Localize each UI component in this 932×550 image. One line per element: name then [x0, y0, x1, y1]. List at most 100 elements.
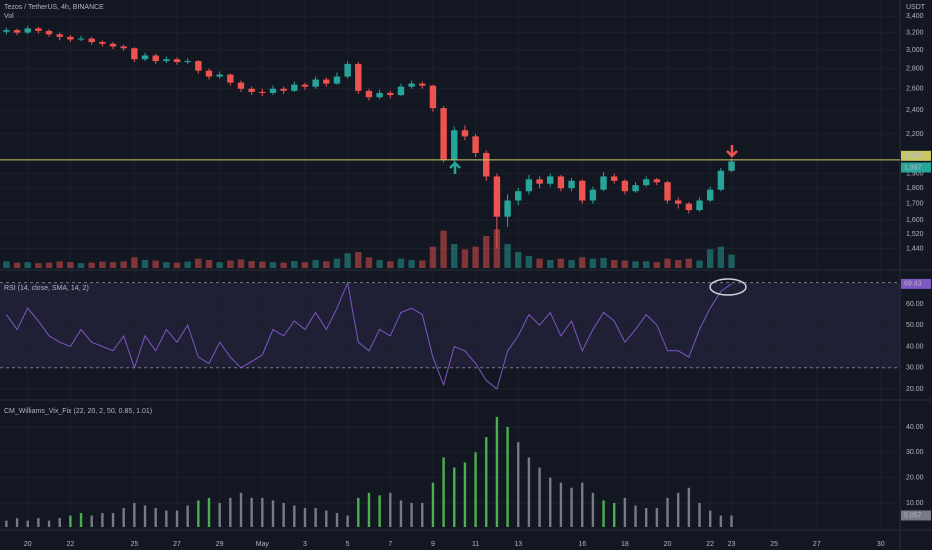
vix-bar: [399, 500, 403, 527]
candle-body: [333, 76, 341, 84]
volume-bar: [483, 236, 490, 268]
vix-bar: [197, 500, 200, 527]
volume-bar: [173, 262, 181, 268]
x-tick-label: 22: [706, 541, 714, 548]
vix-bar: [421, 502, 424, 527]
y-tick-label: 3,400: [906, 13, 924, 20]
x-tick-label: 25: [770, 541, 778, 548]
candle-body: [173, 59, 181, 63]
volume-bar: [67, 262, 74, 268]
volume-bar: [99, 261, 106, 268]
candle-body: [557, 176, 565, 189]
symbol-title: Tezos / TetherUS, 4h, BINANCE: [4, 4, 104, 11]
vix-bar: [708, 510, 712, 527]
x-tick-label: 27: [173, 541, 181, 548]
y-tick-label: 50.00: [906, 322, 924, 329]
x-tick-label: 7: [388, 541, 392, 548]
candle-body: [483, 153, 490, 177]
price-label: 5.057: [904, 512, 922, 519]
vix-bar: [485, 437, 488, 527]
volume-bar: [259, 261, 266, 268]
x-tick-label: 25: [130, 541, 138, 548]
y-tick-label: 1,900: [906, 170, 924, 177]
candle-body: [408, 83, 415, 87]
vix-bar: [122, 508, 125, 527]
vix-bar: [655, 508, 659, 527]
vix-bar: [5, 520, 8, 527]
vix-bar: [719, 515, 723, 527]
volume-bar: [333, 258, 341, 268]
vix-bar: [613, 502, 616, 527]
x-tick-label: 9: [431, 541, 435, 548]
vix-bar: [378, 495, 381, 527]
candle-body: [365, 90, 373, 98]
volume-bar: [706, 249, 714, 268]
candle-body: [163, 59, 170, 62]
candle-body: [717, 170, 725, 190]
vix-bar: [15, 518, 19, 527]
x-tick-label: 20: [664, 541, 672, 548]
vix-bar: [133, 502, 136, 527]
volume-bar: [504, 244, 511, 268]
volume-bar: [440, 230, 447, 268]
y-tick-label: 2,200: [906, 131, 924, 138]
candle-body: [3, 30, 10, 32]
candle-body: [291, 84, 298, 91]
volume-bar: [269, 262, 277, 268]
x-tick-label: 13: [514, 541, 522, 548]
vix-bar: [229, 497, 232, 527]
y-tick-label: 60.00: [906, 301, 924, 308]
candle-body: [67, 36, 74, 40]
volume-bar: [419, 260, 426, 268]
candle-body: [355, 63, 362, 91]
volume-bar: [77, 263, 85, 268]
vix-bar: [495, 416, 499, 527]
candle-body: [88, 38, 95, 43]
vix-bar: [293, 505, 296, 527]
volume-bar: [685, 258, 693, 268]
y-tick-label: 1,520: [906, 231, 924, 238]
candle-body: [461, 130, 469, 137]
volume-bar: [525, 256, 533, 268]
vix-bar: [506, 427, 509, 527]
vix-bar: [634, 505, 637, 527]
x-tick-label: 27: [813, 541, 821, 548]
volume-bar: [536, 258, 543, 268]
candle-body: [45, 30, 53, 35]
vix-bar: [538, 467, 541, 527]
volume-bar: [515, 252, 522, 268]
vix-bar: [591, 492, 595, 527]
y-tick-label: 40.00: [906, 343, 924, 350]
candle-body: [301, 84, 309, 87]
volume-bar: [461, 249, 469, 268]
price-label-box: [901, 162, 931, 173]
candle-body: [515, 191, 522, 201]
candle-body: [504, 200, 511, 217]
y-tick-label: 3,000: [906, 47, 924, 54]
candle-body: [706, 189, 714, 201]
volume-label: Vol: [4, 13, 14, 20]
currency: USDT: [906, 4, 926, 11]
candle-body: [653, 179, 661, 183]
volume-bar: [248, 261, 255, 268]
volume-bar: [344, 253, 351, 268]
vix-bar: [453, 467, 456, 527]
y-tick-label: 3,200: [906, 29, 924, 36]
vix-bar: [527, 457, 531, 527]
vix-bar: [442, 457, 445, 527]
price-label: 1,987: [904, 164, 922, 171]
candle-body: [376, 92, 383, 98]
volume-bar: [675, 260, 682, 268]
candle-body: [216, 74, 223, 77]
x-tick-label: 18: [621, 541, 629, 548]
vix-bar: [239, 492, 243, 527]
candle-body: [525, 179, 533, 192]
candle-body: [547, 176, 554, 184]
candle-body: [611, 176, 618, 181]
price-label: 69.43: [904, 281, 922, 288]
vix-bar: [431, 482, 435, 527]
x-tick-label: 16: [578, 541, 586, 548]
volume-bar: [611, 260, 618, 268]
volume-bar: [547, 260, 554, 268]
